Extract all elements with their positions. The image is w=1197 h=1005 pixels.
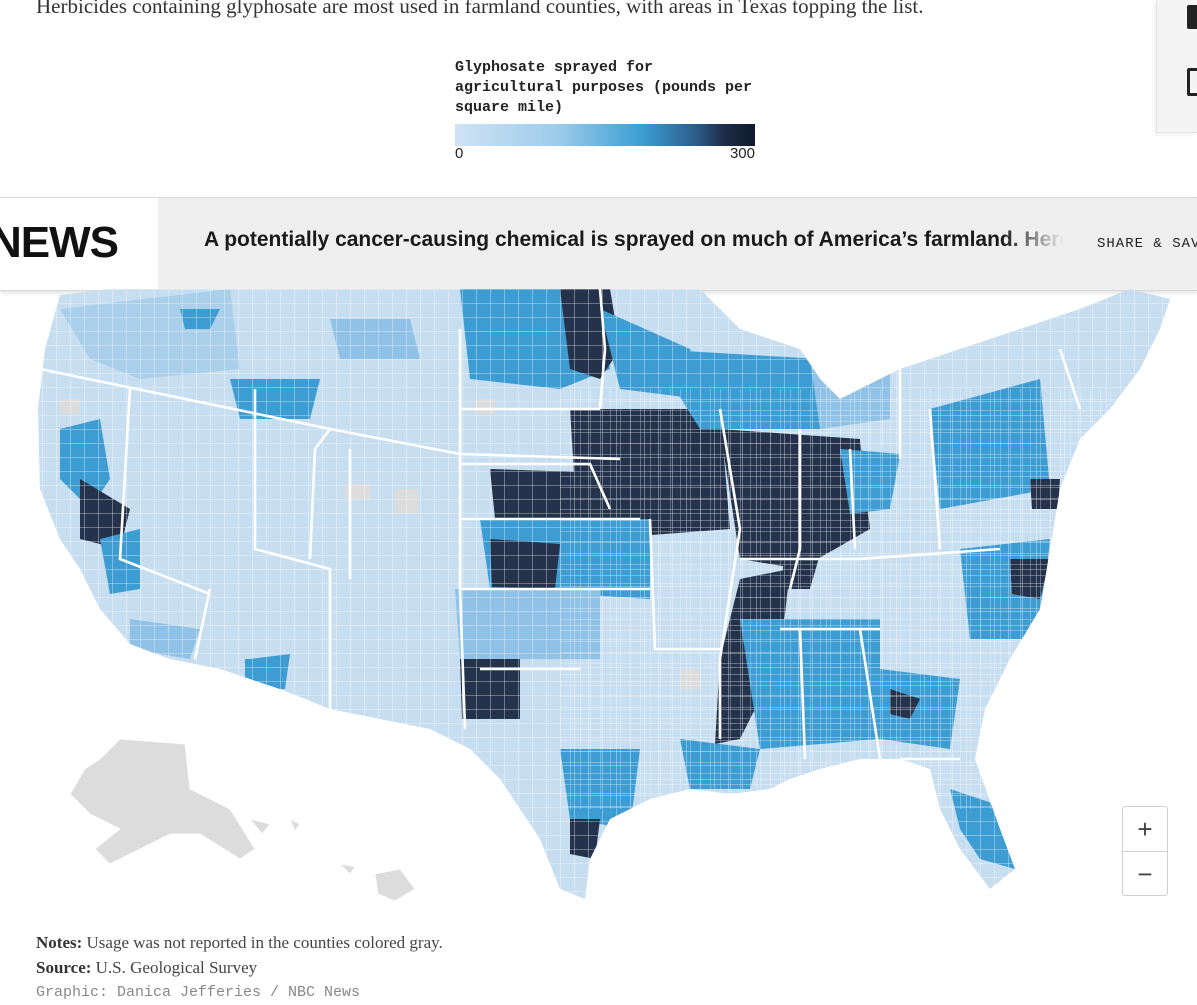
- zoom-in-button[interactable]: +: [1137, 814, 1153, 844]
- side-toolbar: [1156, 0, 1197, 133]
- source-text: U.S. Geological Survey: [95, 958, 258, 977]
- source-label: Source:: [36, 958, 92, 977]
- graphic-credit: Graphic: Danica Jefferies / NBC News: [36, 984, 361, 1001]
- state-borders: [39, 289, 1082, 761]
- share-icon[interactable]: [1187, 68, 1197, 96]
- source-line: Source: U.S. Geological Survey: [36, 955, 443, 980]
- county-fill-layer: [38, 289, 1170, 899]
- notes-label: Notes:: [36, 933, 83, 952]
- legend-max-label: 300: [729, 145, 755, 162]
- share-save-button[interactable]: SHARE & SAVE: [1097, 236, 1197, 252]
- choropleth-map[interactable]: [0, 289, 1197, 914]
- sticky-navbar: NEWS A potentially cancer-causing chemic…: [0, 197, 1197, 291]
- logo[interactable]: NEWS: [0, 198, 158, 290]
- zoom-out-button[interactable]: −: [1123, 851, 1167, 896]
- map-legend: Glyphosate sprayed for agricultural purp…: [455, 58, 755, 162]
- us-county-map[interactable]: [0, 289, 1197, 914]
- legend-title: Glyphosate sprayed for agricultural purp…: [455, 59, 753, 116]
- notes-text: Usage was not reported in the counties c…: [86, 933, 443, 952]
- intro-text: Herbicides containing glyphosate are mos…: [36, 0, 924, 18]
- zoom-controls: + −: [1122, 806, 1168, 896]
- article-headline: A potentially cancer-causing chemical is…: [204, 228, 1064, 251]
- map-footer: Notes: Usage was not reported in the cou…: [36, 930, 443, 1005]
- legend-min-label: 0: [455, 145, 464, 162]
- bookmark-icon[interactable]: [1187, 5, 1197, 29]
- alaska-hawaii-inset: [69, 738, 416, 902]
- notes-line: Notes: Usage was not reported in the cou…: [36, 930, 443, 955]
- legend-labels: 0 300: [455, 146, 755, 162]
- logo-text: NEWS: [0, 218, 119, 267]
- legend-color-ramp: [455, 124, 755, 146]
